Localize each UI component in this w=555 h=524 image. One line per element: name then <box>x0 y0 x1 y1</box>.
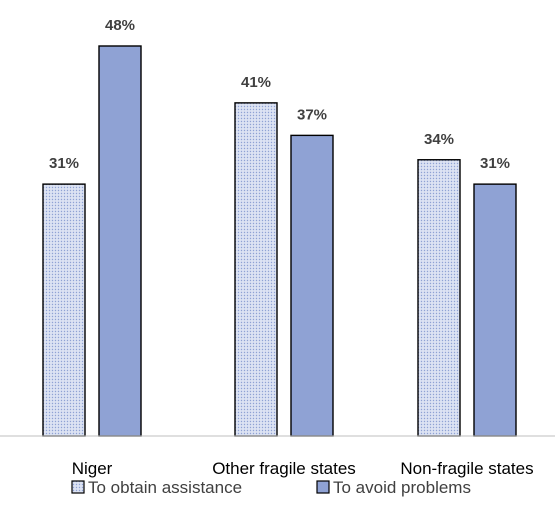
legend-label-obtain-assistance: To obtain assistance <box>88 478 242 497</box>
bars-group <box>42 45 517 437</box>
bar-to-obtain-assistance-niger <box>42 183 86 437</box>
legend: To obtain assistance To avoid problems <box>71 478 471 497</box>
category-label-non-fragile-states: Non-fragile states <box>400 459 533 478</box>
bar-to-obtain-assistance-other-fragile-states <box>234 102 278 437</box>
data-label-to-avoid-problems-non-fragile-states: 31% <box>480 155 510 172</box>
bar-to-obtain-assistance-non-fragile-states <box>417 159 461 437</box>
legend-swatch-avoid-problems <box>316 480 330 494</box>
category-label-other-fragile-states: Other fragile states <box>212 459 356 478</box>
data-label-to-avoid-problems-niger: 48% <box>105 17 135 34</box>
bar-to-avoid-problems-non-fragile-states <box>473 183 517 437</box>
category-labels-group: Niger Other fragile states Non-fragile sta… <box>72 459 534 478</box>
data-label-to-obtain-assistance-niger: 31% <box>49 155 79 172</box>
category-label-niger: Niger <box>72 459 113 478</box>
data-labels-group: 31% 41% 34% 48% 37% 31% <box>49 17 510 172</box>
legend-swatch-obtain-assistance <box>71 480 85 494</box>
bar-to-avoid-problems-niger <box>98 45 142 437</box>
data-label-to-avoid-problems-other-fragile-states: 37% <box>297 106 327 123</box>
bar-to-avoid-problems-other-fragile-states <box>290 134 334 437</box>
data-label-to-obtain-assistance-non-fragile-states: 34% <box>424 131 454 148</box>
legend-label-avoid-problems: To avoid problems <box>333 478 471 497</box>
data-label-to-obtain-assistance-other-fragile-states: 41% <box>241 74 271 91</box>
